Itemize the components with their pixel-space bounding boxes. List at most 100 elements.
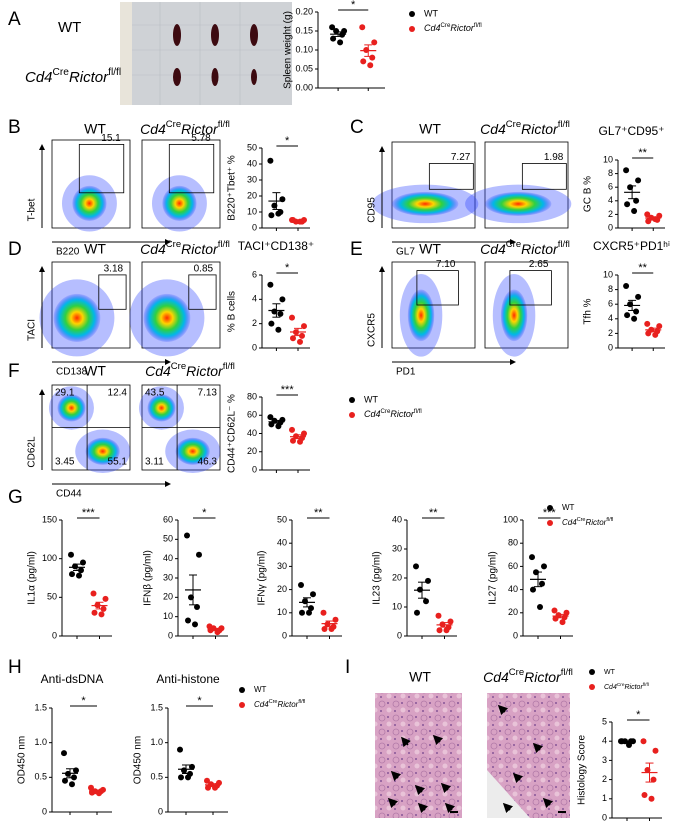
y-tick-label: 0.00: [295, 82, 313, 92]
y-tick-label: 1.0: [150, 737, 163, 747]
flow-y-label: CD95: [367, 197, 378, 223]
data-point: [530, 586, 536, 593]
y-tick-label: 4: [252, 294, 257, 304]
genotype-label: WT: [562, 503, 575, 512]
data-point: [436, 627, 443, 634]
y-tick-label: 40: [163, 553, 173, 563]
genotype-label: Cd4CreRictorfl/fl: [25, 67, 121, 86]
panel-label: C: [350, 117, 364, 138]
flow-y-label: CD62L: [27, 436, 38, 468]
y-axis-label: Histology Score: [577, 735, 588, 805]
gate: [168, 143, 215, 194]
data-point: [537, 604, 543, 610]
significance: *: [351, 0, 356, 11]
gate-value: 15.1: [101, 133, 121, 144]
data-point: [61, 750, 67, 757]
legend-marker: [349, 412, 355, 418]
data-point: [359, 24, 366, 31]
gate-value: 1.98: [544, 152, 564, 163]
data-point: [644, 211, 651, 218]
data-point: [204, 777, 210, 784]
y-tick-label: 30: [277, 561, 287, 571]
chart-title: TACI⁺CD138⁺: [238, 239, 314, 253]
significance: **: [429, 507, 438, 519]
genotype-part: Cd4: [480, 241, 506, 257]
y-tick-label: 1.5: [150, 702, 163, 712]
genotype-label: Cd4CreRictorfl/fl: [424, 22, 482, 33]
quadrant-value: 29.1: [55, 388, 75, 399]
data-point: [214, 629, 221, 636]
quadrant-value: 55.1: [108, 457, 128, 468]
genotype-part: Cre: [506, 119, 521, 130]
y-tick-label: 8: [608, 284, 613, 294]
chart-title: Anti-histone: [156, 672, 220, 686]
y-tick-label: 1: [602, 793, 607, 803]
genotype-label: WT: [364, 394, 378, 404]
genotype-part: Rictor: [521, 241, 559, 257]
genotype-part: Cd4: [140, 241, 166, 257]
genotype-part: Cre: [617, 682, 625, 688]
data-point: [299, 609, 305, 616]
data-point: [194, 604, 200, 610]
genotype-label: WT: [409, 669, 431, 685]
y-tick-label: 6: [252, 269, 257, 279]
data-point: [633, 308, 640, 315]
y-tick-label: 30: [163, 572, 173, 582]
data-point: [68, 551, 74, 558]
y-tick-label: 0.20: [295, 6, 313, 16]
genotype-part: fl/fl: [558, 119, 570, 130]
genotype-part: Cre: [166, 119, 181, 130]
gate: [98, 274, 127, 310]
significance: **: [638, 147, 647, 159]
flow-density: [53, 293, 101, 342]
data-point: [360, 58, 367, 65]
y-tick-label: 4: [602, 736, 607, 746]
significance: **: [638, 262, 647, 274]
genotype-part: Cd4: [140, 121, 166, 137]
data-point: [102, 595, 109, 602]
genotype-part: Cd4: [145, 363, 171, 379]
data-point: [289, 314, 295, 321]
data-point: [635, 177, 642, 184]
significance: **: [314, 507, 323, 519]
quadrant-value: 12.4: [108, 388, 128, 399]
data-point: [192, 621, 198, 628]
genotype-part: Cre: [506, 239, 521, 250]
genotype-part: Rictor: [390, 409, 415, 419]
genotype-part: Rictor: [181, 121, 219, 137]
y-tick-label: 10: [163, 611, 173, 621]
genotype-label: WT: [84, 363, 106, 379]
y-tick-label: 100: [42, 553, 57, 563]
data-point: [650, 776, 657, 783]
data-point: [644, 320, 651, 327]
data-point: [185, 774, 191, 781]
data-point: [298, 581, 304, 588]
genotype-label: Cd4CreRictorfl/fl: [254, 699, 305, 709]
quadrant-value: 7.13: [198, 388, 218, 399]
genotype-part: fl/fl: [218, 119, 230, 130]
y-tick-label: 10: [603, 269, 613, 279]
legend-marker: [239, 687, 245, 693]
genotype-part: Cre: [166, 239, 181, 250]
panel-label: E: [350, 239, 363, 260]
data-point: [268, 320, 275, 327]
data-point: [652, 331, 659, 338]
genotype-label: WT: [58, 19, 81, 36]
y-axis-label: OD450 nm: [17, 736, 28, 784]
genotype-label: Cd4CreRictorfl/fl: [140, 119, 230, 137]
y-tick-label: 20: [508, 607, 518, 617]
data-point: [539, 580, 545, 587]
flow-density: [175, 437, 210, 465]
panel-label: A: [8, 9, 21, 30]
data-point: [321, 626, 328, 633]
legend-marker: [589, 669, 595, 675]
gate-value: 7.10: [436, 259, 456, 270]
legend-marker: [547, 520, 553, 526]
significance: *: [285, 135, 290, 147]
significance: *: [636, 709, 641, 721]
significance: *: [81, 695, 86, 707]
y-tick-label: 10: [277, 607, 287, 617]
data-point: [529, 554, 535, 561]
data-point: [279, 296, 286, 303]
gate-value: 3.18: [104, 264, 124, 275]
